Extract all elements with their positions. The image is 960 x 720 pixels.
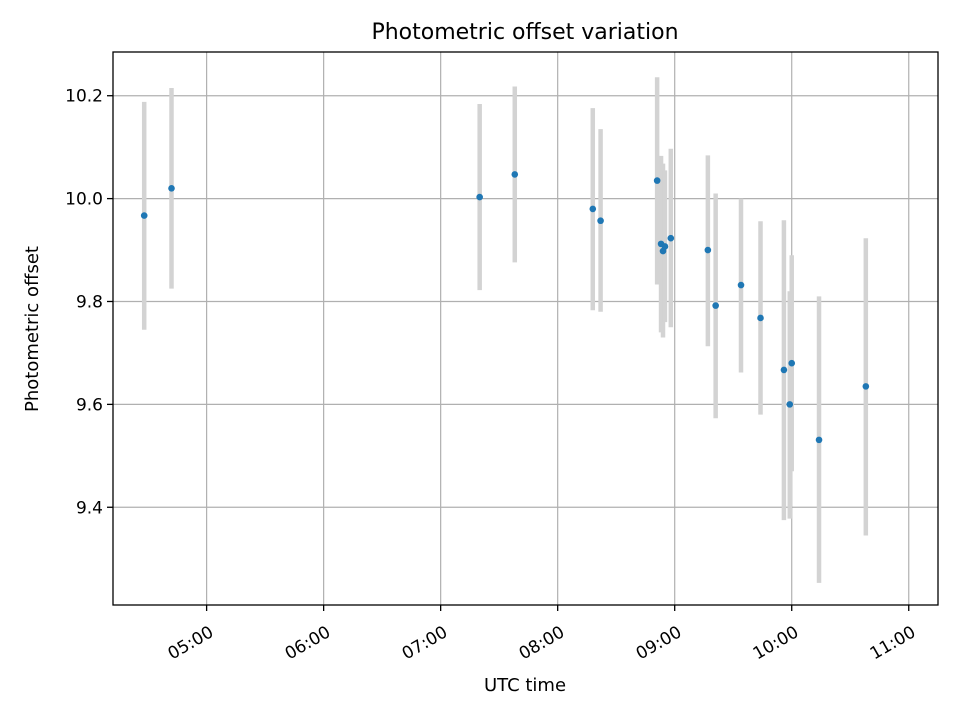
grid-lines [113,52,938,605]
y-tick-label: 9.4 [76,498,103,518]
data-point [589,205,597,213]
x-tick-label: 06:00 [282,622,334,664]
data-point [597,217,604,225]
data-point [661,243,669,250]
x-tick-label: 08:00 [516,622,568,664]
data-point [757,314,764,322]
data-points [140,171,870,444]
data-point [704,246,712,254]
x-tick-label: 11:00 [867,622,919,664]
x-tick-label: 07:00 [399,622,451,664]
y-axis-label: Photometric offset [22,246,43,412]
data-point [712,302,719,309]
chart-title: Photometric offset variation [371,20,678,45]
data-point [788,359,796,367]
data-point [780,366,788,374]
x-tick-label: 05:00 [165,622,217,664]
plot-frame [112,51,939,606]
data-point [737,281,745,289]
data-point [667,234,675,242]
data-point [815,436,823,444]
data-point [786,401,794,408]
y-tick-label: 9.6 [76,395,103,415]
data-point [653,177,661,184]
data-point [140,212,148,219]
y-tick-label: 10.0 [65,190,103,210]
x-tick-label: 09:00 [633,622,685,664]
y-tick-label: 9.8 [76,292,103,312]
x-axis-label: UTC time [484,675,566,696]
data-point [168,185,175,192]
x-tick-label: 10:00 [750,622,802,664]
y-tick-label: 10.2 [65,87,103,107]
data-point [862,383,870,390]
data-point [476,193,483,201]
data-point [511,171,519,178]
